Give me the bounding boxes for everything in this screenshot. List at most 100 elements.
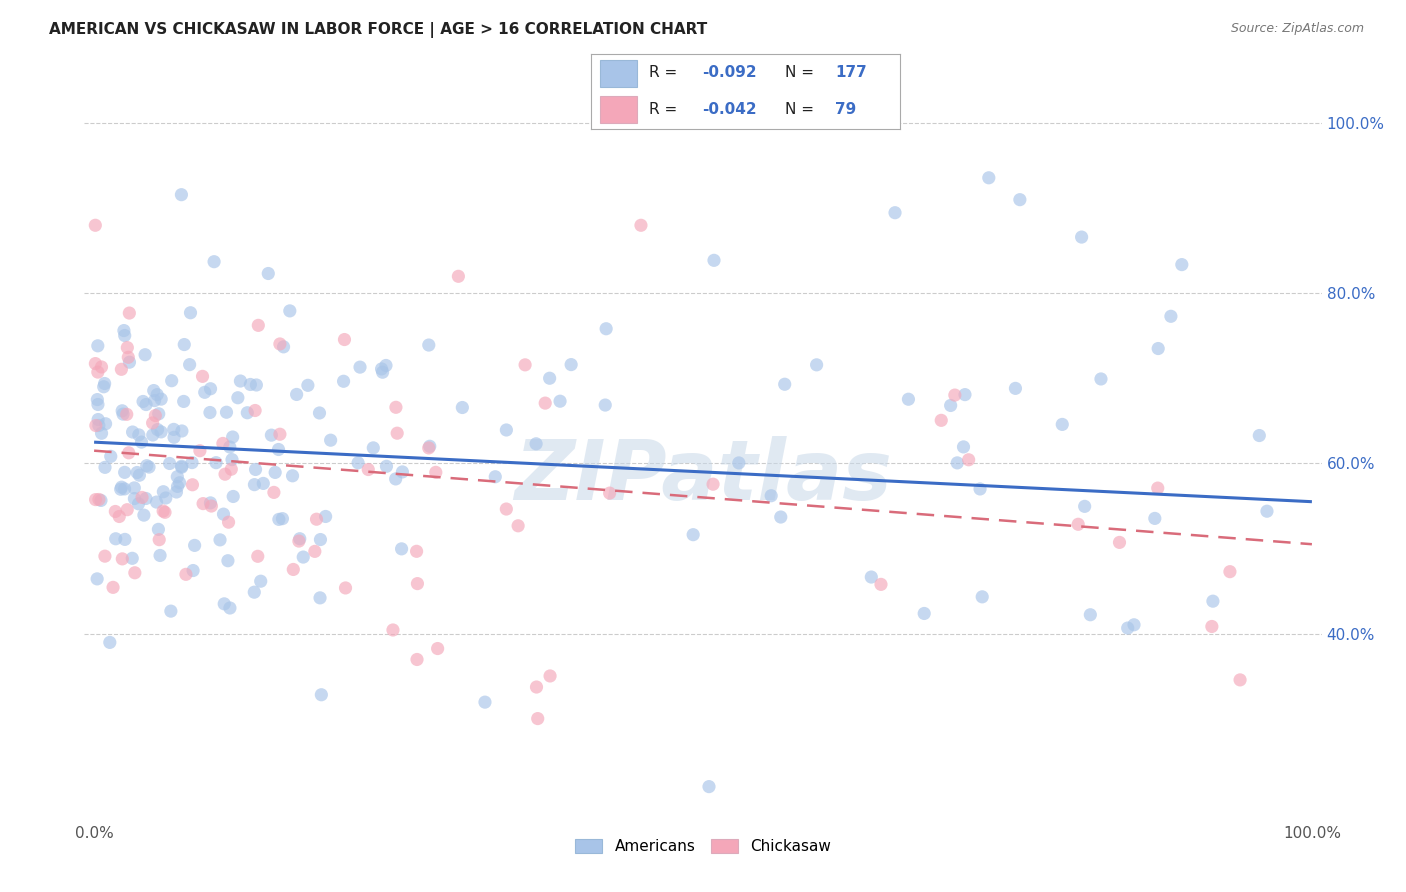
Point bbox=[218, 515, 240, 529]
Point bbox=[245, 378, 267, 392]
Point bbox=[100, 450, 122, 464]
Point bbox=[84, 219, 107, 233]
Point bbox=[267, 442, 290, 457]
Point bbox=[405, 544, 427, 558]
Point bbox=[1123, 617, 1146, 632]
Point bbox=[118, 355, 141, 369]
Point bbox=[90, 426, 112, 441]
Point bbox=[526, 680, 548, 694]
Point bbox=[84, 357, 107, 371]
Text: R =: R = bbox=[650, 102, 682, 117]
Point bbox=[110, 482, 132, 496]
Point bbox=[181, 477, 204, 491]
Point bbox=[347, 456, 370, 470]
Point bbox=[1256, 504, 1278, 518]
Point bbox=[112, 407, 135, 421]
Point bbox=[188, 443, 211, 458]
Point bbox=[1143, 511, 1166, 525]
Point bbox=[212, 436, 235, 450]
Point bbox=[87, 412, 110, 426]
Point bbox=[1008, 193, 1031, 207]
Point bbox=[357, 462, 380, 476]
Point bbox=[90, 493, 112, 508]
Point bbox=[150, 392, 173, 406]
Point bbox=[94, 460, 117, 475]
Point bbox=[309, 533, 332, 547]
Point bbox=[513, 358, 536, 372]
Point bbox=[538, 669, 561, 683]
Point bbox=[153, 505, 176, 519]
Point bbox=[599, 486, 621, 500]
Point bbox=[508, 518, 530, 533]
Point bbox=[169, 475, 191, 490]
Point bbox=[727, 456, 749, 470]
Point bbox=[143, 393, 166, 408]
Point bbox=[391, 541, 413, 556]
Point bbox=[148, 533, 170, 547]
Point bbox=[332, 374, 354, 388]
Point bbox=[142, 384, 165, 398]
Point bbox=[160, 374, 183, 388]
Point bbox=[534, 396, 557, 410]
Point bbox=[200, 496, 222, 510]
Point bbox=[170, 424, 193, 438]
Point bbox=[236, 406, 259, 420]
Point bbox=[101, 580, 124, 594]
Point bbox=[1090, 372, 1112, 386]
Point bbox=[128, 468, 150, 483]
Point bbox=[166, 469, 188, 483]
Point bbox=[977, 170, 1000, 185]
Point bbox=[214, 467, 236, 482]
Point bbox=[271, 511, 294, 525]
Point bbox=[309, 591, 332, 605]
Text: N =: N = bbox=[786, 65, 820, 80]
Point bbox=[87, 365, 110, 379]
Point bbox=[117, 351, 139, 365]
Point bbox=[150, 425, 173, 439]
Point bbox=[381, 623, 404, 637]
Point bbox=[929, 413, 952, 427]
Point bbox=[124, 481, 146, 495]
Point bbox=[181, 456, 204, 470]
Point bbox=[870, 577, 893, 591]
Point bbox=[281, 468, 304, 483]
Point bbox=[200, 499, 222, 513]
Point bbox=[246, 549, 269, 564]
Text: -0.092: -0.092 bbox=[702, 65, 756, 80]
Point bbox=[257, 267, 280, 281]
Point bbox=[957, 452, 980, 467]
Point bbox=[200, 382, 222, 396]
Point bbox=[288, 532, 311, 546]
Point bbox=[524, 437, 547, 451]
Point bbox=[1052, 417, 1074, 432]
Point bbox=[806, 358, 828, 372]
Point bbox=[94, 549, 117, 564]
Point bbox=[406, 576, 429, 591]
Point bbox=[912, 607, 935, 621]
Point bbox=[112, 324, 135, 338]
Point bbox=[308, 406, 330, 420]
Point bbox=[267, 512, 290, 526]
Point bbox=[124, 566, 146, 580]
Point bbox=[191, 497, 214, 511]
Point bbox=[1070, 230, 1092, 244]
FancyBboxPatch shape bbox=[600, 96, 637, 123]
Point bbox=[205, 456, 228, 470]
Point bbox=[1219, 565, 1241, 579]
Point bbox=[93, 380, 115, 394]
Point bbox=[148, 407, 170, 421]
Point bbox=[897, 392, 920, 407]
Point bbox=[1073, 500, 1095, 514]
Point bbox=[946, 456, 969, 470]
Point bbox=[447, 269, 470, 284]
Point bbox=[159, 457, 181, 471]
Point bbox=[114, 482, 136, 496]
Point bbox=[94, 417, 117, 431]
Point bbox=[884, 205, 907, 219]
Point bbox=[1229, 673, 1251, 687]
Point bbox=[333, 333, 356, 347]
Point bbox=[630, 219, 652, 233]
Point bbox=[370, 362, 392, 376]
Point bbox=[110, 480, 132, 494]
Point bbox=[124, 491, 146, 506]
